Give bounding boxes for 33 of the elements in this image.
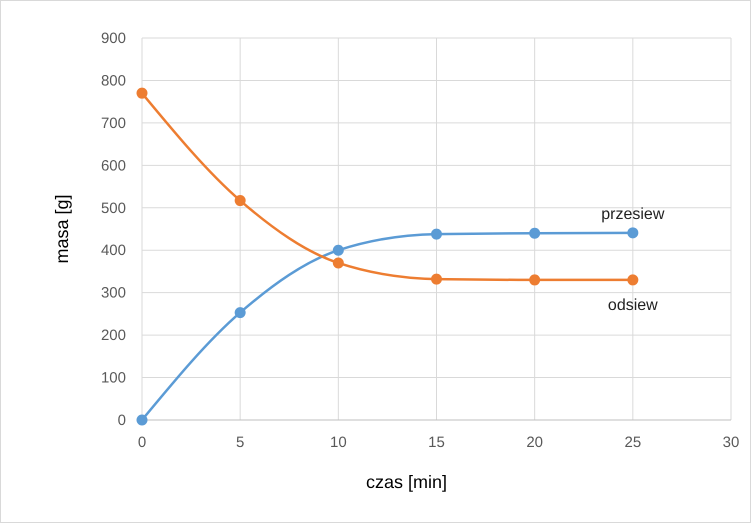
- point: [627, 274, 638, 286]
- y-tick-label: 900: [100, 30, 126, 47]
- point: [431, 274, 442, 285]
- y-tick-label: 400: [100, 242, 126, 260]
- point: [529, 228, 540, 239]
- x-tick-label: 20: [526, 434, 544, 451]
- x-tick-label: 30: [722, 434, 740, 451]
- x-tick-label: 0: [138, 434, 146, 451]
- x-tick-label: 5: [236, 434, 244, 451]
- y-axis-title: masa [g]: [52, 194, 72, 264]
- point: [234, 195, 246, 206]
- series-label: odsiew: [608, 296, 658, 314]
- x-tick-label: 15: [428, 434, 445, 451]
- point: [431, 228, 442, 240]
- point: [627, 227, 638, 238]
- y-tick-label: 0: [118, 412, 126, 429]
- point: [332, 257, 344, 268]
- y-tick-label: 700: [100, 114, 126, 132]
- y-tick-label: 600: [100, 157, 126, 174]
- x-axis-title: czas [min]: [366, 472, 448, 492]
- y-tick-label: 800: [100, 72, 126, 90]
- point: [234, 307, 246, 318]
- series-label: przesiew: [601, 206, 665, 223]
- x-tick-label: 25: [624, 434, 642, 451]
- point: [332, 244, 344, 256]
- x-tick-label: 10: [330, 434, 347, 451]
- y-tick-label: 200: [100, 327, 126, 344]
- point: [529, 274, 540, 286]
- y-tick-label: 300: [100, 284, 126, 302]
- y-tick-label: 100: [100, 370, 126, 387]
- y-tick-label: 500: [100, 200, 126, 217]
- point: [136, 88, 148, 99]
- point: [136, 414, 148, 426]
